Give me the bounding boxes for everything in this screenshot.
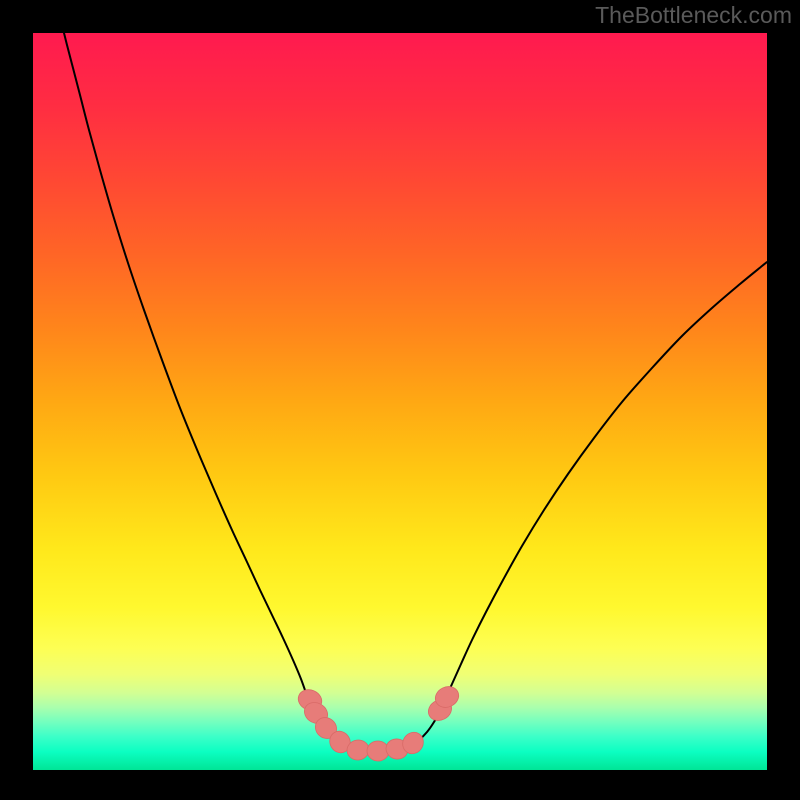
source-watermark: TheBottleneck.com bbox=[595, 2, 792, 29]
bottleneck-curve-chart bbox=[0, 0, 800, 800]
chart-canvas: TheBottleneck.com bbox=[0, 0, 800, 800]
gradient-field bbox=[33, 33, 767, 770]
